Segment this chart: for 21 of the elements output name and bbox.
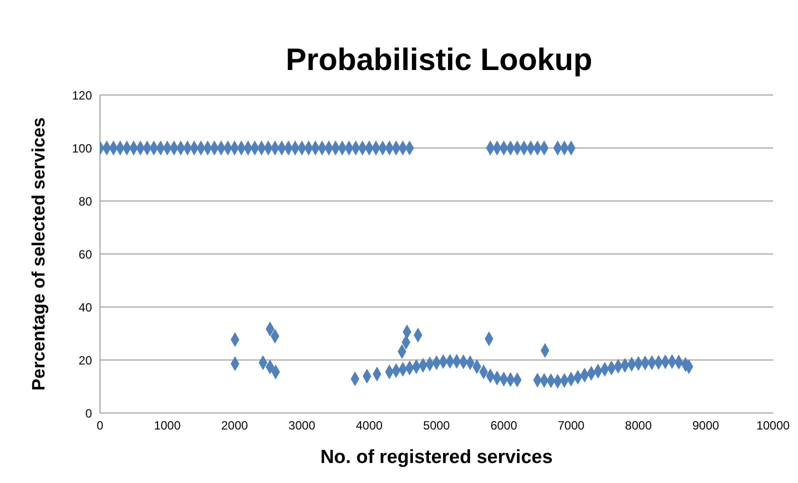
x-axis-title: No. of registered services	[320, 447, 553, 468]
x-tick-label: 2000	[221, 418, 248, 433]
x-tick-label: 4000	[356, 418, 383, 433]
y-tick-label: 20	[78, 353, 92, 368]
y-tick-label: 120	[72, 88, 92, 102]
x-tick-label: 8000	[625, 418, 652, 433]
y-tick-label: 80	[78, 194, 92, 208]
x-tick-label: 10000	[756, 418, 790, 433]
chart-title: Probabilistic Lookup	[284, 41, 594, 78]
x-tick-label: 6000	[490, 418, 518, 433]
x-tick-label: 1000	[154, 418, 181, 433]
y-axis-title: Percentage of selected services	[28, 117, 48, 391]
y-tick-label: 40	[78, 300, 92, 314]
x-tick-label: 9000	[692, 418, 720, 433]
x-tick-label: 7000	[558, 418, 585, 433]
y-tick-label: 0	[85, 406, 92, 420]
x-tick-label: 3000	[288, 418, 316, 433]
y-tick-label: 100	[72, 141, 92, 156]
x-tick-label: 0	[96, 418, 104, 433]
x-tick-label: 5000	[423, 418, 450, 433]
y-tick-label: 60	[78, 247, 92, 262]
